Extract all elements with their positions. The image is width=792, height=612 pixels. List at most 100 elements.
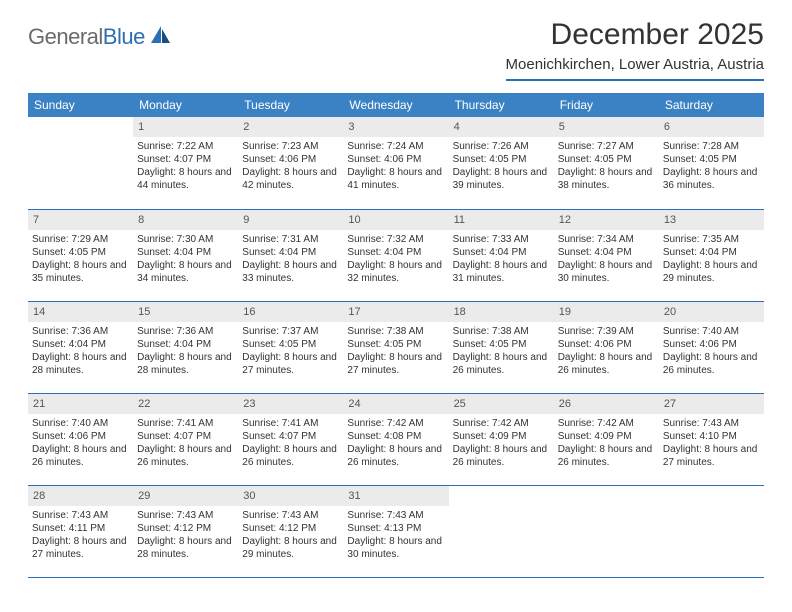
- daylight-line: Daylight: 8 hours and 42 minutes.: [242, 166, 339, 192]
- sunset-line: Sunset: 4:05 PM: [242, 338, 339, 351]
- daylight-line: Daylight: 8 hours and 26 minutes.: [558, 351, 655, 377]
- calendar-cell: 25Sunrise: 7:42 AMSunset: 4:09 PMDayligh…: [449, 393, 554, 485]
- sunrise-line: Sunrise: 7:36 AM: [32, 325, 129, 338]
- calendar-cell: 19Sunrise: 7:39 AMSunset: 4:06 PMDayligh…: [554, 301, 659, 393]
- daylight-line: Daylight: 8 hours and 27 minutes.: [663, 443, 760, 469]
- calendar-cell: 21Sunrise: 7:40 AMSunset: 4:06 PMDayligh…: [28, 393, 133, 485]
- calendar-cell: [554, 485, 659, 577]
- calendar-cell: 8Sunrise: 7:30 AMSunset: 4:04 PMDaylight…: [133, 209, 238, 301]
- calendar-cell: 15Sunrise: 7:36 AMSunset: 4:04 PMDayligh…: [133, 301, 238, 393]
- sunset-line: Sunset: 4:06 PM: [558, 338, 655, 351]
- calendar-cell: 3Sunrise: 7:24 AMSunset: 4:06 PMDaylight…: [343, 117, 448, 209]
- sunrise-line: Sunrise: 7:38 AM: [453, 325, 550, 338]
- weekday-header: Tuesday: [238, 93, 343, 117]
- weekday-header: Thursday: [449, 93, 554, 117]
- calendar-cell: 30 Sunrise: 7:43 AMSunset: 4:12 PMDayligh…: [238, 485, 343, 577]
- daylight-line: Daylight: 8 hours and 26 minutes.: [32, 443, 129, 469]
- calendar-cell: 17Sunrise: 7:38 AMSunset: 4:05 PMDayligh…: [343, 301, 448, 393]
- sunset-line: Sunset: 4:04 PM: [453, 246, 550, 259]
- sunrise-line: Sunrise: 7:38 AM: [347, 325, 444, 338]
- calendar-cell: 31Sunrise: 7:43 AMSunset: 4:13 PMDayligh…: [343, 485, 448, 577]
- sunset-line: Sunset: 4:07 PM: [137, 430, 234, 443]
- sunrise-line: Sunrise: 7:41 AM: [242, 417, 339, 430]
- weekday-header: Wednesday: [343, 93, 448, 117]
- sunset-line: Sunset: 4:07 PM: [242, 430, 339, 443]
- sunrise-line: Sunrise: 7:29 AM: [32, 233, 129, 246]
- day-number: 30: [238, 486, 343, 506]
- daylight-line: Daylight: 8 hours and 31 minutes.: [453, 259, 550, 285]
- daylight-line: Daylight: 8 hours and 34 minutes.: [137, 259, 234, 285]
- calendar-cell: 12Sunrise: 7:34 AMSunset: 4:04 PMDayligh…: [554, 209, 659, 301]
- sunset-line: Sunset: 4:06 PM: [242, 153, 339, 166]
- sunset-line: Sunset: 4:05 PM: [453, 338, 550, 351]
- day-number: 16: [238, 302, 343, 322]
- sunrise-line: Sunrise: 7:40 AM: [663, 325, 760, 338]
- daylight-line: Daylight: 8 hours and 28 minutes.: [137, 535, 234, 561]
- day-number: 8: [133, 210, 238, 230]
- day-number: 3: [343, 117, 448, 137]
- sunrise-line: Sunrise: 7:34 AM: [558, 233, 655, 246]
- sunset-line: Sunset: 4:12 PM: [242, 522, 339, 535]
- logo-text-general: General: [28, 24, 103, 49]
- daylight-line: Daylight: 8 hours and 28 minutes.: [137, 351, 234, 377]
- day-number: 29: [133, 486, 238, 506]
- day-number: 23: [238, 394, 343, 414]
- day-number: 7: [28, 210, 133, 230]
- daylight-line: Daylight: 8 hours and 29 minutes.: [242, 535, 339, 561]
- day-number: 6: [659, 117, 764, 137]
- sunset-line: Sunset: 4:08 PM: [347, 430, 444, 443]
- sunset-line: Sunset: 4:06 PM: [347, 153, 444, 166]
- day-number: 13: [659, 210, 764, 230]
- sunrise-line: Sunrise: 7:26 AM: [453, 140, 550, 153]
- sunrise-line: Sunrise: 7:27 AM: [558, 140, 655, 153]
- day-number: 4: [449, 117, 554, 137]
- daylight-line: Daylight: 8 hours and 32 minutes.: [347, 259, 444, 285]
- daylight-line: Daylight: 8 hours and 26 minutes.: [558, 443, 655, 469]
- sunset-line: Sunset: 4:04 PM: [32, 338, 129, 351]
- daylight-line: Daylight: 8 hours and 26 minutes.: [453, 351, 550, 377]
- sunrise-line: Sunrise: 7:37 AM: [242, 325, 339, 338]
- day-number: 12: [554, 210, 659, 230]
- daylight-line: Daylight: 8 hours and 39 minutes.: [453, 166, 550, 192]
- day-number: 15: [133, 302, 238, 322]
- sunrise-line: Sunrise: 7:24 AM: [347, 140, 444, 153]
- daylight-line: Daylight: 8 hours and 26 minutes.: [137, 443, 234, 469]
- day-number: 18: [449, 302, 554, 322]
- calendar-cell: 7Sunrise: 7:29 AMSunset: 4:05 PMDaylight…: [28, 209, 133, 301]
- weekday-header: Sunday: [28, 93, 133, 117]
- day-number: 19: [554, 302, 659, 322]
- sunrise-line: Sunrise: 7:36 AM: [137, 325, 234, 338]
- day-number: 27: [659, 394, 764, 414]
- calendar-row: 1Sunrise: 7:22 AMSunset: 4:07 PMDaylight…: [28, 117, 764, 209]
- daylight-line: Daylight: 8 hours and 26 minutes.: [347, 443, 444, 469]
- sunrise-line: Sunrise: 7:42 AM: [347, 417, 444, 430]
- logo-text-blue: Blue: [103, 24, 145, 49]
- daylight-line: Daylight: 8 hours and 30 minutes.: [347, 535, 444, 561]
- daylight-line: Daylight: 8 hours and 35 minutes.: [32, 259, 129, 285]
- calendar-cell: 24 Sunrise: 7:42 AMSunset: 4:08 PMDayligh…: [343, 393, 448, 485]
- day-number: 26: [554, 394, 659, 414]
- day-number: 10: [343, 210, 448, 230]
- logo: GeneralBlue: [28, 24, 171, 50]
- daylight-line: Daylight: 8 hours and 28 minutes.: [32, 351, 129, 377]
- day-number: 11: [449, 210, 554, 230]
- daylight-line: Daylight: 8 hours and 27 minutes.: [242, 351, 339, 377]
- calendar-cell: 28Sunrise: 7:43 AMSunset: 4:11 PMDayligh…: [28, 485, 133, 577]
- calendar-cell: 1Sunrise: 7:22 AMSunset: 4:07 PMDaylight…: [133, 117, 238, 209]
- calendar-cell: 16 Sunrise: 7:37 AMSunset: 4:05 PMDayligh…: [238, 301, 343, 393]
- sunrise-line: Sunrise: 7:43 AM: [347, 509, 444, 522]
- day-number: 24: [343, 394, 448, 414]
- sunset-line: Sunset: 4:05 PM: [453, 153, 550, 166]
- sunset-line: Sunset: 4:10 PM: [663, 430, 760, 443]
- calendar-cell: 26Sunrise: 7:42 AMSunset: 4:09 PMDayligh…: [554, 393, 659, 485]
- sunrise-line: Sunrise: 7:43 AM: [242, 509, 339, 522]
- daylight-line: Daylight: 8 hours and 36 minutes.: [663, 166, 760, 192]
- daylight-line: Daylight: 8 hours and 29 minutes.: [663, 259, 760, 285]
- calendar-body: 1Sunrise: 7:22 AMSunset: 4:07 PMDaylight…: [28, 117, 764, 577]
- day-number: 28: [28, 486, 133, 506]
- day-number: 5: [554, 117, 659, 137]
- calendar-cell: [28, 117, 133, 209]
- calendar-row: 21Sunrise: 7:40 AMSunset: 4:06 PMDayligh…: [28, 393, 764, 485]
- sunset-line: Sunset: 4:13 PM: [347, 522, 444, 535]
- sunrise-line: Sunrise: 7:28 AM: [663, 140, 760, 153]
